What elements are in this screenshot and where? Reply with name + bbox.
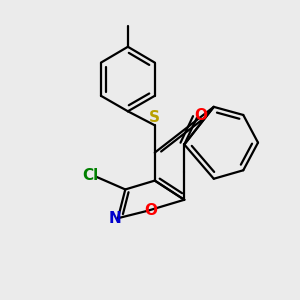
- Text: S: S: [149, 110, 160, 125]
- Text: O: O: [194, 108, 207, 123]
- Text: Cl: Cl: [82, 168, 99, 183]
- Text: N: N: [109, 211, 121, 226]
- Text: O: O: [144, 203, 157, 218]
